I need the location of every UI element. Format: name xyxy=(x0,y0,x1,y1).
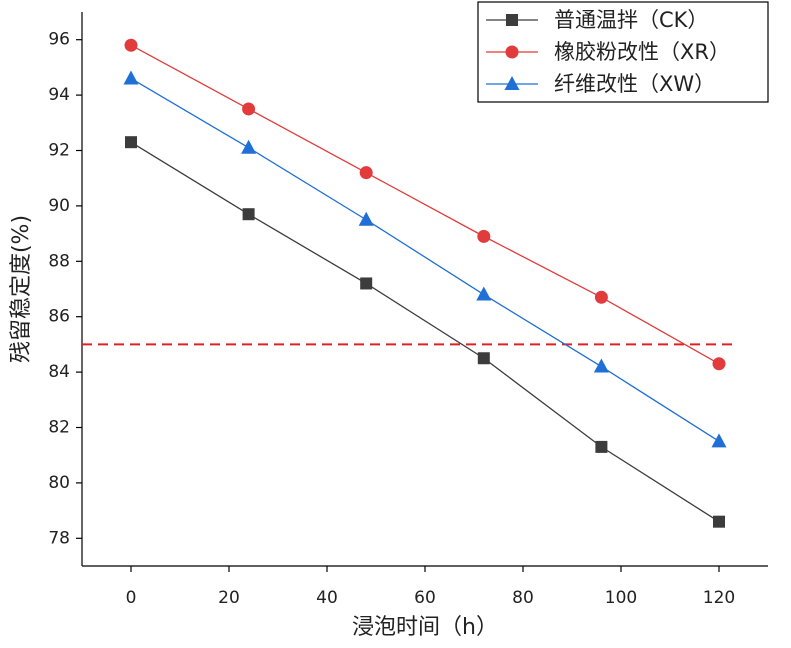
marker xyxy=(359,166,373,180)
marker xyxy=(476,286,492,301)
x-tick-label: 80 xyxy=(512,588,534,608)
x-tick-label: 20 xyxy=(218,588,240,608)
legend-marker xyxy=(505,45,519,59)
legend-label: 纤维改性（XW） xyxy=(554,72,715,96)
y-tick-label: 94 xyxy=(48,85,70,105)
marker xyxy=(358,211,374,226)
x-tick-label: 40 xyxy=(316,588,338,608)
y-tick-label: 86 xyxy=(48,307,70,327)
marker xyxy=(125,136,137,149)
marker xyxy=(595,440,608,453)
x-tick-label: 60 xyxy=(414,588,436,608)
x-tick-label: 120 xyxy=(703,588,735,608)
series-line xyxy=(130,44,720,365)
marker xyxy=(713,515,725,528)
y-axis-title: 残留稳定度(%) xyxy=(9,215,34,363)
series-line xyxy=(130,77,720,442)
legend-marker xyxy=(506,14,518,26)
y-tick-label: 84 xyxy=(48,362,70,382)
marker xyxy=(477,352,490,365)
legend: 普通温拌（CK） 橡胶粉改性（XR） 纤维改性（XW） xyxy=(477,1,769,103)
legend-label: 普通温拌（CK） xyxy=(554,8,708,32)
marker xyxy=(593,358,609,373)
x-tick-label: 0 xyxy=(126,588,137,608)
marker xyxy=(123,70,139,85)
marker xyxy=(242,102,256,116)
marker xyxy=(477,229,491,243)
x-axis-title: 浸泡时间（h） xyxy=(352,615,498,640)
y-tick-label: 78 xyxy=(48,528,70,548)
x-tick-label: 100 xyxy=(605,588,637,608)
y-tick-label: 88 xyxy=(48,251,70,271)
marker xyxy=(360,277,373,290)
y-tick-label: 90 xyxy=(48,196,70,216)
legend-label: 橡胶粉改性（XR） xyxy=(554,40,730,64)
legend-marker xyxy=(504,76,520,90)
marker xyxy=(711,433,727,448)
y-tick-label: 80 xyxy=(48,473,70,493)
marker xyxy=(242,208,255,221)
series-line xyxy=(130,141,720,523)
marker xyxy=(124,38,138,52)
marker xyxy=(712,357,726,371)
marker xyxy=(241,139,257,154)
marker xyxy=(594,290,608,304)
y-tick-label: 92 xyxy=(48,141,70,161)
y-tick-label: 82 xyxy=(48,418,70,438)
y-tick-label: 96 xyxy=(48,30,70,50)
